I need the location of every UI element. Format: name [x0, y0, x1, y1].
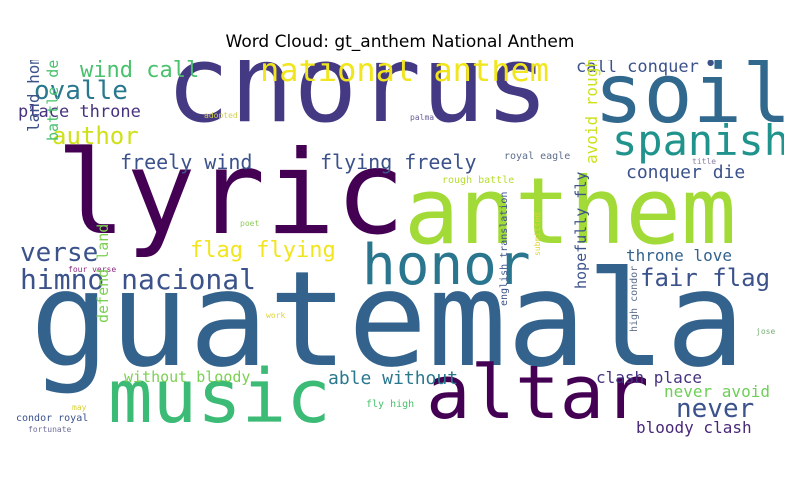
word-place-throne: place throne — [18, 102, 141, 122]
word-cloud: guatemala chorus lyric anthem soil music… — [16, 60, 784, 444]
word-call-conquer: call conquer — [576, 60, 699, 77]
word-dot: • — [704, 60, 718, 77]
word-royal-eagle: royal eagle — [504, 151, 571, 162]
word-land-home: battle defend — [44, 60, 62, 141]
word-fortunate: fortunate — [28, 425, 72, 434]
word-english-translation: english translation — [499, 191, 510, 306]
word-battle-defend: defend land — [94, 223, 112, 323]
word-poet: poet — [240, 219, 260, 228]
word-fair-flag: fair flag — [640, 264, 771, 292]
word-defend-land: avoid rough — [582, 60, 601, 164]
word-adopted: adopted — [204, 111, 238, 120]
word-able-without: able without — [328, 368, 459, 389]
word-throne-love: throne love — [626, 246, 732, 265]
word-rough-battle: land home — [24, 60, 43, 132]
word-jose: jose — [756, 327, 776, 336]
word-ovalle: ovalle — [34, 76, 128, 106]
word-bloody-clash: bloody clash — [636, 418, 752, 437]
word-himno-nacional: himno nacional — [20, 263, 257, 296]
word-flag-flying: flag flying — [190, 238, 336, 263]
word-never-avoid: never avoid — [664, 382, 770, 401]
word-work: work — [266, 311, 286, 320]
word-chorus: chorus — [166, 60, 549, 146]
word-honor: honor — [362, 233, 531, 298]
word-soil: soil — [594, 60, 784, 142]
word-wind-call: wind call — [80, 60, 200, 83]
word-four-verse: four verse — [68, 265, 117, 274]
word-altar: altar — [426, 350, 649, 436]
word-anthem: anthem — [404, 158, 737, 265]
word-spanish: spanish — [612, 116, 784, 165]
word-avoid-rough: hopefully fly — [572, 171, 590, 289]
word-guatemala: guatemala — [30, 243, 746, 397]
word-never: never — [676, 394, 755, 424]
word-may: may — [72, 403, 87, 412]
word-palma: palma — [410, 113, 435, 122]
word-music: music — [108, 354, 331, 440]
word-title: title — [692, 157, 717, 166]
word-without-bloody: without bloody — [124, 368, 251, 386]
word-hopefully-fly: rough battle — [442, 175, 515, 186]
word-freely-wind: freely wind — [120, 150, 253, 174]
word-submitted: submitted — [533, 212, 542, 256]
word-lyric: lyric — [56, 126, 406, 261]
word-verse: verse — [20, 238, 99, 268]
word-high-condor: high condor — [629, 265, 640, 332]
word-author: author — [52, 122, 139, 150]
word-national-anthem: national anthem — [260, 60, 549, 89]
chart-title: Word Cloud: gt_anthem National Anthem — [225, 32, 575, 52]
word-flying-freely: flying freely — [320, 150, 477, 174]
word-condor-royal: condor royal — [16, 413, 89, 424]
word-clash-place: clash place — [596, 368, 702, 387]
word-fly-high: fly high — [366, 399, 415, 410]
word-conquer-die: conquer die — [626, 162, 746, 183]
